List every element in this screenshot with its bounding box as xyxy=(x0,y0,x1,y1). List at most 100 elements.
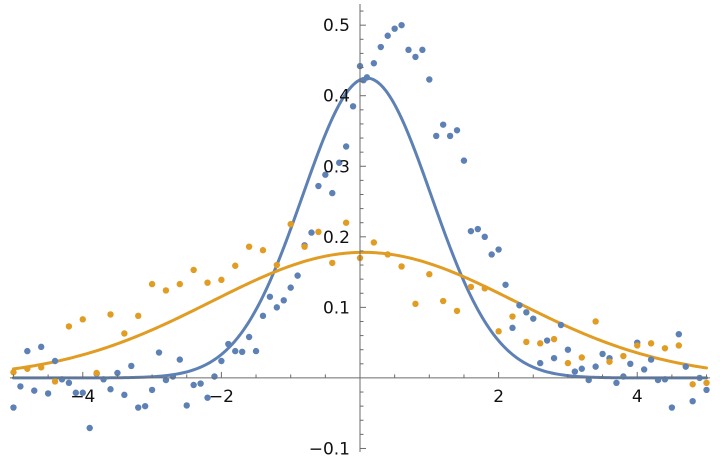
data-point xyxy=(613,379,620,387)
data-point xyxy=(509,313,516,320)
data-point xyxy=(148,280,156,288)
data-point xyxy=(349,103,357,110)
data-point xyxy=(10,369,17,376)
data-point xyxy=(301,243,308,250)
data-point xyxy=(336,159,343,166)
data-point xyxy=(488,251,495,258)
data-point xyxy=(232,262,239,269)
data-point xyxy=(363,74,371,81)
data-point xyxy=(79,389,86,396)
data-point xyxy=(232,347,239,355)
data-point xyxy=(128,362,135,370)
data-point xyxy=(481,285,488,292)
data-point xyxy=(148,386,156,394)
y-tick-label: 0.2 xyxy=(323,228,350,248)
data-point xyxy=(453,127,461,134)
data-point xyxy=(412,300,419,308)
data-point xyxy=(225,340,232,348)
data-point xyxy=(502,281,509,288)
data-points xyxy=(10,21,710,432)
data-point xyxy=(640,366,648,373)
data-point xyxy=(564,359,572,367)
data-point xyxy=(537,340,544,347)
data-point xyxy=(426,271,433,278)
data-point xyxy=(273,261,281,269)
data-point xyxy=(426,76,433,83)
data-point xyxy=(58,376,66,383)
data-point xyxy=(100,376,107,383)
data-point xyxy=(377,43,384,51)
data-point xyxy=(107,386,114,393)
data-point xyxy=(197,380,204,387)
data-point xyxy=(620,373,627,380)
data-point xyxy=(31,387,38,394)
data-point xyxy=(412,53,419,61)
data-point xyxy=(446,132,454,140)
data-point xyxy=(315,182,322,190)
data-point xyxy=(543,337,551,344)
y-tick-label: −0.1 xyxy=(309,439,350,456)
axes: −4 −2 2 4 −0.1 0.1 0.2 0.3 0.4 0.5 xyxy=(10,4,710,456)
data-point xyxy=(474,225,482,233)
data-point xyxy=(273,304,281,311)
data-point xyxy=(370,60,378,67)
y-tick-label: 0.4 xyxy=(323,87,350,107)
x-tick-label: −4 xyxy=(70,387,95,407)
data-point xyxy=(169,373,177,380)
data-point xyxy=(557,321,565,329)
data-point xyxy=(218,276,225,284)
data-point xyxy=(453,307,461,315)
data-point xyxy=(703,379,710,387)
data-point xyxy=(509,324,516,332)
data-point xyxy=(439,297,447,305)
data-point xyxy=(571,368,579,375)
x-tick-label: −2 xyxy=(209,387,234,407)
y-tick-label: 0.5 xyxy=(323,16,350,36)
data-point xyxy=(342,143,350,150)
data-point xyxy=(107,311,114,318)
data-point xyxy=(190,381,197,389)
data-point xyxy=(467,283,475,291)
data-point xyxy=(24,347,31,355)
data-point xyxy=(384,32,391,39)
data-point xyxy=(405,46,412,54)
data-point xyxy=(495,246,502,253)
data-point xyxy=(252,347,260,355)
data-point xyxy=(51,378,59,385)
data-point xyxy=(79,316,86,323)
data-point xyxy=(51,357,59,365)
data-point xyxy=(93,369,100,377)
data-point xyxy=(329,259,336,267)
data-point xyxy=(211,373,218,380)
data-point xyxy=(72,389,80,396)
data-point xyxy=(204,394,211,401)
data-point xyxy=(460,157,468,164)
data-point xyxy=(689,398,696,405)
data-point xyxy=(287,220,294,228)
data-point xyxy=(647,340,655,347)
data-point xyxy=(259,312,267,320)
y-tick-label: 0.1 xyxy=(323,298,350,318)
data-point xyxy=(523,338,530,346)
data-point xyxy=(627,360,634,368)
data-point xyxy=(86,424,93,432)
y-tick-label: 0.3 xyxy=(323,157,350,177)
data-point xyxy=(176,280,183,288)
data-point xyxy=(703,386,710,394)
data-point xyxy=(329,189,336,197)
data-point xyxy=(592,363,599,370)
data-point xyxy=(495,328,502,335)
data-point xyxy=(135,404,142,411)
data-point xyxy=(287,284,294,291)
data-point xyxy=(162,287,170,294)
data-point xyxy=(176,356,183,363)
data-point xyxy=(606,358,613,365)
data-point xyxy=(398,21,405,29)
x-tick-label: 4 xyxy=(632,387,643,407)
data-point xyxy=(585,376,592,384)
data-point xyxy=(516,302,523,309)
data-point xyxy=(370,239,378,246)
data-point xyxy=(315,228,322,236)
data-point xyxy=(342,219,350,226)
data-point xyxy=(384,251,391,258)
